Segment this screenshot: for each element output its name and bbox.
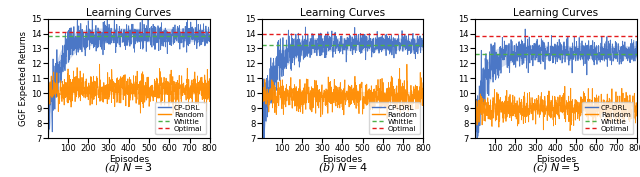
X-axis label: Episodes: Episodes bbox=[536, 155, 576, 164]
Y-axis label: GGF Expected Returns: GGF Expected Returns bbox=[19, 31, 28, 126]
Title: Learning Curves: Learning Curves bbox=[86, 8, 172, 18]
Legend: CP-DRL, Random, Whittle, Optimal: CP-DRL, Random, Whittle, Optimal bbox=[369, 102, 420, 135]
Text: (c) $N=5$: (c) $N=5$ bbox=[532, 161, 580, 175]
Legend: CP-DRL, Random, Whittle, Optimal: CP-DRL, Random, Whittle, Optimal bbox=[582, 102, 633, 135]
Text: (a) $N=3$: (a) $N=3$ bbox=[104, 161, 154, 175]
Legend: CP-DRL, Random, Whittle, Optimal: CP-DRL, Random, Whittle, Optimal bbox=[156, 102, 206, 135]
X-axis label: Episodes: Episodes bbox=[109, 155, 149, 164]
X-axis label: Episodes: Episodes bbox=[323, 155, 362, 164]
Text: (b) $N=4$: (b) $N=4$ bbox=[317, 161, 367, 175]
Title: Learning Curves: Learning Curves bbox=[300, 8, 385, 18]
Title: Learning Curves: Learning Curves bbox=[513, 8, 598, 18]
